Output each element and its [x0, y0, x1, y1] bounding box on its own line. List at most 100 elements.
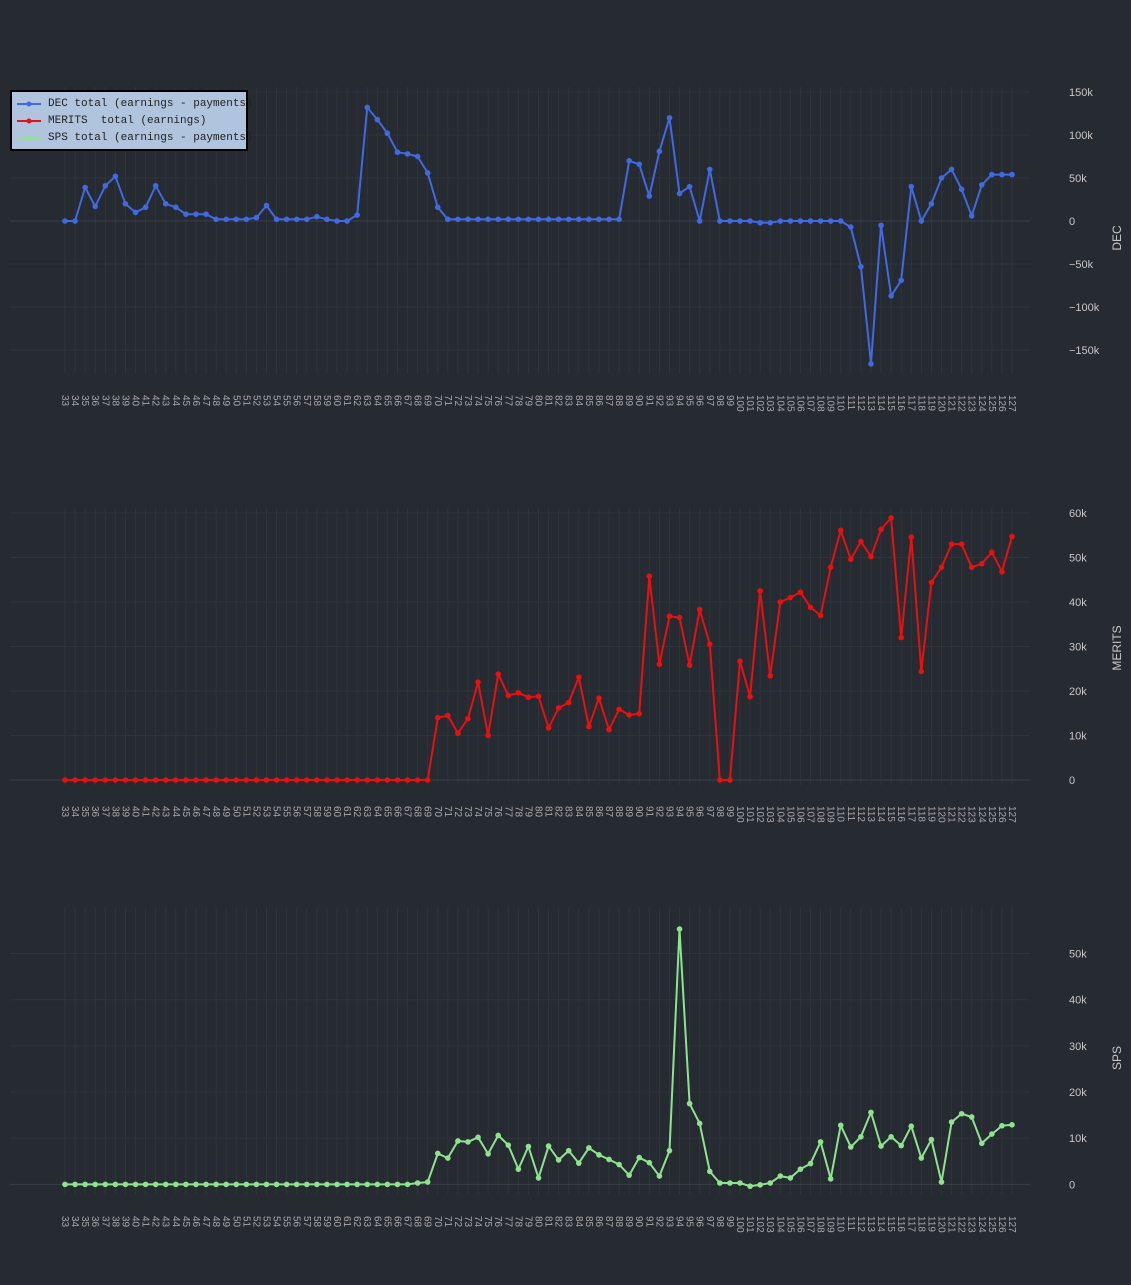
x-tick-label: 35	[79, 806, 90, 818]
data-point	[757, 1182, 763, 1188]
x-tick-label: 70	[432, 395, 443, 407]
x-tick-label: 95	[684, 395, 695, 407]
data-point	[989, 1131, 995, 1137]
x-tick-label: 78	[512, 1216, 523, 1228]
data-point	[696, 218, 703, 224]
legend-swatch-dec	[17, 101, 41, 106]
x-tick-label: 73	[462, 395, 473, 407]
x-tick-label: 75	[482, 1216, 493, 1228]
data-point	[767, 219, 774, 226]
data-point	[978, 560, 985, 567]
x-tick-label: 70	[432, 806, 443, 818]
data-point	[717, 218, 723, 224]
data-point	[525, 694, 532, 701]
data-point	[314, 1181, 320, 1188]
x-tick-label: 49	[220, 806, 231, 818]
data-point	[505, 1142, 512, 1148]
data-point	[565, 1147, 572, 1154]
data-point	[938, 175, 945, 181]
legend-entry-sps[interactable]: SPS total (earnings - payments)	[16, 129, 253, 146]
x-tick-label: 97	[704, 806, 715, 818]
data-point	[515, 216, 522, 223]
data-point	[102, 1181, 109, 1188]
data-point	[858, 263, 864, 270]
x-tick-label: 60	[331, 395, 342, 407]
data-point	[152, 1181, 159, 1188]
x-tick-label: 54	[271, 395, 282, 407]
x-tick-label: 89	[623, 1216, 634, 1228]
data-point	[717, 1180, 723, 1186]
y-tick-label: 50k	[1069, 553, 1087, 565]
x-tick-label: 65	[381, 806, 392, 818]
x-tick-label: 91	[643, 806, 654, 818]
x-tick-label: 117	[905, 1216, 916, 1232]
x-tick-label: 107	[805, 395, 816, 412]
data-point	[414, 1180, 421, 1186]
data-point	[837, 218, 844, 224]
data-point	[344, 218, 350, 224]
data-point	[686, 662, 693, 668]
y-tick-label: 30k	[1069, 1041, 1087, 1053]
data-point	[706, 1168, 713, 1175]
x-tick-label: 111	[845, 1216, 856, 1232]
x-tick-label: 75	[482, 806, 493, 818]
x-tick-label: 125	[986, 395, 997, 412]
data-point	[374, 116, 381, 123]
data-point	[445, 1155, 451, 1161]
x-tick-label: 75	[482, 395, 493, 407]
x-tick-label: 83	[563, 806, 574, 818]
data-point	[727, 1180, 733, 1186]
data-point	[807, 1160, 814, 1167]
data-point	[213, 216, 219, 223]
x-tick-label: 72	[452, 395, 463, 407]
x-tick-label: 64	[371, 806, 382, 818]
data-point	[545, 216, 552, 223]
data-point	[898, 277, 904, 284]
x-tick-label: 121	[946, 1216, 957, 1233]
data-point	[676, 926, 683, 932]
data-point	[183, 777, 189, 783]
legend[interactable]: DEC total (earnings - payments) MERITS t…	[10, 90, 253, 151]
data-point	[354, 1181, 360, 1188]
y-tick-label: −100k	[1069, 302, 1100, 314]
y-tick-label: 0	[1069, 775, 1075, 787]
x-tick-label: 105	[784, 395, 795, 412]
x-tick-label: 104	[774, 806, 785, 823]
x-tick-label: 106	[794, 1216, 805, 1233]
data-point	[737, 218, 743, 224]
x-tick-label: 36	[89, 806, 100, 818]
y-tick-label: 30k	[1069, 642, 1087, 654]
x-tick-label: 47	[200, 806, 211, 818]
data-point	[92, 203, 99, 210]
x-tick-label: 67	[402, 1216, 413, 1228]
x-tick-label: 36	[89, 395, 100, 407]
legend-entry-dec[interactable]: DEC total (earnings - payments)	[16, 95, 253, 112]
data-point	[817, 218, 824, 224]
data-point	[727, 218, 733, 224]
legend-entry-merits[interactable]: MERITS total (earnings)	[16, 112, 242, 129]
data-point	[273, 216, 280, 223]
data-point	[596, 216, 602, 223]
data-point	[797, 589, 804, 596]
data-point	[606, 216, 612, 223]
data-point	[62, 1181, 68, 1188]
data-point	[273, 1181, 280, 1188]
x-tick-label: 70	[432, 1216, 443, 1228]
data-point	[777, 1173, 784, 1179]
x-tick-label: 112	[855, 395, 866, 411]
data-point	[968, 1114, 975, 1120]
x-tick-label: 101	[744, 806, 755, 823]
data-point	[535, 693, 542, 700]
x-tick-label: 74	[472, 395, 483, 407]
x-tick-label: 45	[180, 1216, 191, 1228]
data-point	[142, 204, 149, 211]
data-point	[525, 1143, 532, 1150]
data-point	[263, 1181, 270, 1188]
data-point	[747, 1183, 753, 1190]
x-tick-label: 111	[845, 395, 856, 411]
x-tick-label: 63	[361, 1216, 372, 1228]
data-point	[424, 777, 431, 783]
data-point	[505, 216, 512, 223]
x-tick-label: 35	[79, 395, 90, 407]
